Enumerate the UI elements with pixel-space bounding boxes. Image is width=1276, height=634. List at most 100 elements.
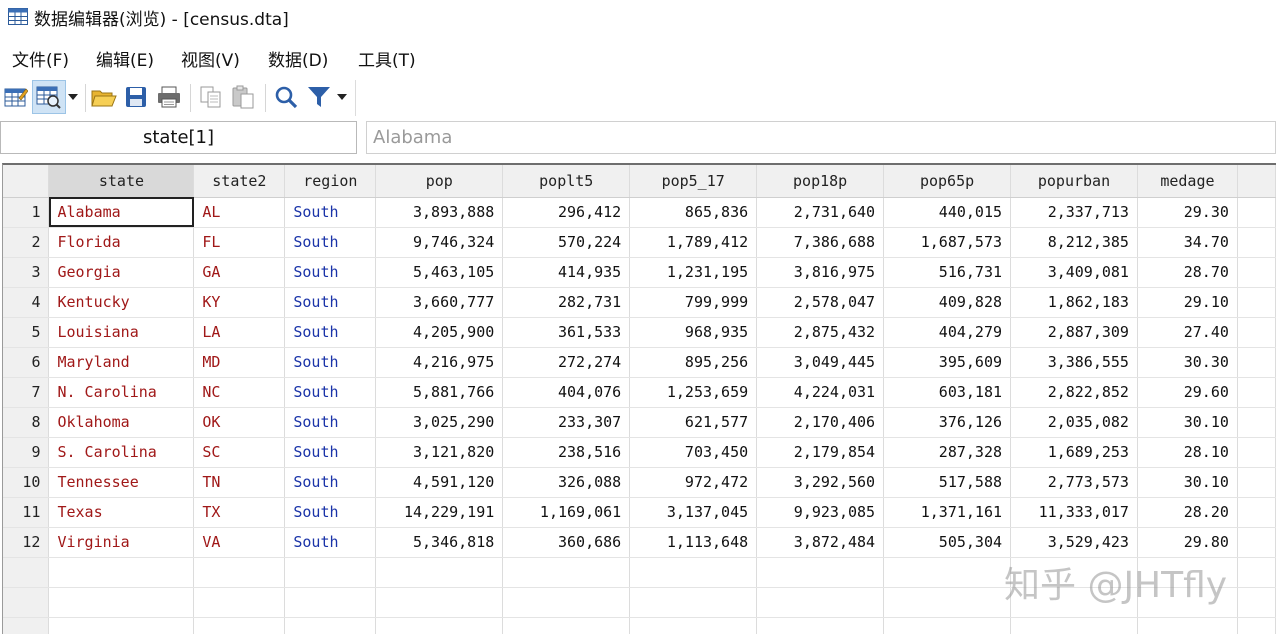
cell-pop65p[interactable]: 395,609 bbox=[883, 347, 1012, 378]
cell-popurban[interactable]: 2,035,082 bbox=[1010, 407, 1138, 438]
cell-pop65p[interactable]: 1,687,573 bbox=[883, 227, 1012, 258]
column-header-region[interactable]: region bbox=[284, 165, 377, 198]
row-number[interactable]: 6 bbox=[3, 347, 50, 378]
cell-popurban[interactable]: 2,773,573 bbox=[1010, 467, 1138, 498]
cell-pop5_17[interactable]: 703,450 bbox=[629, 437, 758, 468]
cell-pop[interactable]: 4,205,900 bbox=[375, 317, 504, 348]
cell-state[interactable]: Tennessee bbox=[48, 467, 195, 498]
row-number[interactable]: 10 bbox=[3, 467, 50, 498]
cell-poplt5[interactable]: 404,076 bbox=[502, 377, 631, 408]
row-number[interactable]: 12 bbox=[3, 527, 50, 558]
cell-region[interactable]: South bbox=[284, 227, 377, 258]
cell-pop5_17[interactable]: 1,253,659 bbox=[629, 377, 758, 408]
cell-region[interactable]: South bbox=[284, 317, 377, 348]
column-header-state2[interactable]: state2 bbox=[193, 165, 286, 198]
cell-popurban[interactable]: 1,862,183 bbox=[1010, 287, 1138, 318]
cell-region[interactable]: South bbox=[284, 257, 377, 288]
cell-medage[interactable]: 30.10 bbox=[1137, 407, 1238, 438]
cell-pop[interactable]: 3,121,820 bbox=[375, 437, 504, 468]
cell-region[interactable]: South bbox=[284, 197, 377, 228]
cell-region[interactable]: South bbox=[284, 377, 377, 408]
cell-pop5_17[interactable]: 968,935 bbox=[629, 317, 758, 348]
open-button[interactable] bbox=[90, 80, 118, 114]
cell-pop[interactable]: 4,216,975 bbox=[375, 347, 504, 378]
cell-state2[interactable]: MD bbox=[193, 347, 286, 378]
cell-popurban[interactable]: 3,409,081 bbox=[1010, 257, 1138, 288]
menu-data[interactable]: 数据(D) bbox=[268, 51, 329, 71]
cell-medage[interactable]: 28.20 bbox=[1137, 497, 1238, 528]
cell-state2[interactable]: KY bbox=[193, 287, 286, 318]
cell-medage[interactable]: 30.30 bbox=[1137, 347, 1238, 378]
cell-pop5_17[interactable]: 799,999 bbox=[629, 287, 758, 318]
cell-pop[interactable]: 5,463,105 bbox=[375, 257, 504, 288]
cell-popurban[interactable]: 2,337,713 bbox=[1010, 197, 1138, 228]
cell-pop18p[interactable]: 2,875,432 bbox=[756, 317, 885, 348]
cell-poplt5[interactable]: 414,935 bbox=[502, 257, 631, 288]
cell-pop[interactable]: 4,591,120 bbox=[375, 467, 504, 498]
row-number[interactable]: 3 bbox=[3, 257, 50, 288]
cell-popurban[interactable]: 8,212,385 bbox=[1010, 227, 1138, 258]
cell-state2[interactable]: GA bbox=[193, 257, 286, 288]
cell-pop[interactable]: 9,746,324 bbox=[375, 227, 504, 258]
column-header-pop18p[interactable]: pop18p bbox=[756, 165, 885, 198]
cell-popurban[interactable]: 2,887,309 bbox=[1010, 317, 1138, 348]
cell-pop18p[interactable]: 3,049,445 bbox=[756, 347, 885, 378]
edit-mode-button[interactable] bbox=[2, 80, 30, 114]
cell-poplt5[interactable]: 282,731 bbox=[502, 287, 631, 318]
row-number[interactable]: 5 bbox=[3, 317, 50, 348]
cell-pop[interactable]: 3,660,777 bbox=[375, 287, 504, 318]
column-header-pop[interactable]: pop bbox=[375, 165, 504, 198]
cell-state[interactable]: Alabama bbox=[48, 197, 195, 228]
cell-pop65p[interactable]: 409,828 bbox=[883, 287, 1012, 318]
cell-pop65p[interactable]: 376,126 bbox=[883, 407, 1012, 438]
cell-pop18p[interactable]: 3,816,975 bbox=[756, 257, 885, 288]
cell-state[interactable]: Florida bbox=[48, 227, 195, 258]
cell-pop[interactable]: 5,881,766 bbox=[375, 377, 504, 408]
cell-pop18p[interactable]: 2,179,854 bbox=[756, 437, 885, 468]
column-header-pop65p[interactable]: pop65p bbox=[883, 165, 1012, 198]
cell-poplt5[interactable]: 360,686 bbox=[502, 527, 631, 558]
copy-button[interactable] bbox=[197, 80, 225, 114]
cell-state[interactable]: N. Carolina bbox=[48, 377, 195, 408]
save-button[interactable] bbox=[122, 80, 150, 114]
cell-value-field[interactable]: Alabama bbox=[366, 121, 1276, 154]
row-number[interactable]: 2 bbox=[3, 227, 50, 258]
row-number[interactable]: 1 bbox=[3, 197, 50, 228]
cell-state[interactable]: Georgia bbox=[48, 257, 195, 288]
cell-region[interactable]: South bbox=[284, 287, 377, 318]
row-number[interactable]: 7 bbox=[3, 377, 50, 408]
cell-poplt5[interactable]: 238,516 bbox=[502, 437, 631, 468]
cell-state[interactable]: Maryland bbox=[48, 347, 195, 378]
row-number[interactable]: 8 bbox=[3, 407, 50, 438]
cell-poplt5[interactable]: 296,412 bbox=[502, 197, 631, 228]
cell-state2[interactable]: LA bbox=[193, 317, 286, 348]
cell-poplt5[interactable]: 1,169,061 bbox=[502, 497, 631, 528]
find-button[interactable] bbox=[272, 80, 300, 114]
cell-pop18p[interactable]: 3,872,484 bbox=[756, 527, 885, 558]
row-number[interactable]: 9 bbox=[3, 437, 50, 468]
cell-pop65p[interactable]: 1,371,161 bbox=[883, 497, 1012, 528]
cell-pop5_17[interactable]: 621,577 bbox=[629, 407, 758, 438]
cell-popurban[interactable]: 2,822,852 bbox=[1010, 377, 1138, 408]
menu-file[interactable]: 文件(F) bbox=[12, 51, 70, 71]
cell-pop5_17[interactable]: 895,256 bbox=[629, 347, 758, 378]
cell-medage[interactable]: 28.10 bbox=[1137, 437, 1238, 468]
cell-state2[interactable]: VA bbox=[193, 527, 286, 558]
cell-pop[interactable]: 3,893,888 bbox=[375, 197, 504, 228]
column-header-state[interactable]: state bbox=[48, 165, 195, 198]
cell-medage[interactable]: 29.80 bbox=[1137, 527, 1238, 558]
cell-pop65p[interactable]: 517,588 bbox=[883, 467, 1012, 498]
cell-pop5_17[interactable]: 972,472 bbox=[629, 467, 758, 498]
cell-region[interactable]: South bbox=[284, 437, 377, 468]
cell-medage[interactable]: 30.10 bbox=[1137, 467, 1238, 498]
row-number[interactable]: 4 bbox=[3, 287, 50, 318]
cell-state[interactable]: Virginia bbox=[48, 527, 195, 558]
cell-state[interactable]: Texas bbox=[48, 497, 195, 528]
cell-pop5_17[interactable]: 3,137,045 bbox=[629, 497, 758, 528]
cell-state[interactable]: Louisiana bbox=[48, 317, 195, 348]
cell-poplt5[interactable]: 361,533 bbox=[502, 317, 631, 348]
cell-pop65p[interactable]: 603,181 bbox=[883, 377, 1012, 408]
cell-popurban[interactable]: 1,689,253 bbox=[1010, 437, 1138, 468]
column-header-popurban[interactable]: popurban bbox=[1010, 165, 1138, 198]
cell-state2[interactable]: NC bbox=[193, 377, 286, 408]
